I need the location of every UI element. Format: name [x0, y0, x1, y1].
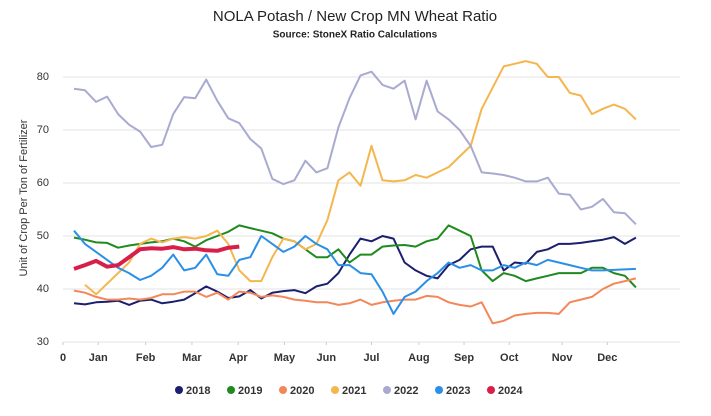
series-line	[84, 60, 637, 296]
legend-label: 2019	[238, 385, 262, 397]
legend-label: 2021	[342, 385, 366, 397]
y-tick-label: 80	[37, 71, 49, 83]
legend-label: 2020	[290, 385, 314, 397]
legend-label: 2023	[446, 385, 470, 397]
y-tick-label: 40	[37, 283, 49, 295]
y-tick-label: 30	[37, 336, 49, 348]
x-tick-label: May	[274, 352, 296, 364]
series-line	[73, 70, 637, 226]
legend-label: 2018	[186, 385, 210, 397]
series-line	[73, 235, 637, 306]
chart-subtitle: Source: StoneX Ratio Calculations	[273, 30, 438, 41]
legend-label: 2024	[498, 385, 523, 397]
x-tick-label: Apr	[229, 352, 249, 364]
legend-marker	[383, 386, 391, 394]
legend-marker	[487, 386, 495, 394]
y-tick-label: 50	[37, 230, 49, 242]
x-tick-label: Mar	[182, 352, 202, 364]
x-tick-label: Jul	[364, 352, 380, 364]
series-line	[73, 277, 637, 325]
legend-marker	[175, 386, 183, 394]
x-tick-label: Jan	[89, 352, 108, 364]
legend-marker	[435, 386, 443, 394]
y-tick-label: 60	[37, 177, 49, 189]
chart-title: NOLA Potash / New Crop MN Wheat Ratio	[213, 8, 497, 25]
x-tick-label: Aug	[408, 352, 429, 364]
y-tick-label: 70	[37, 124, 49, 136]
x-tick-label: 0	[60, 352, 66, 364]
x-tick-label: Feb	[136, 352, 156, 364]
y-axis-label: Unit of Crop Per Ton of Fertilizer	[18, 119, 30, 276]
x-tick-label: Jun	[317, 352, 337, 364]
x-tick-label: Oct	[500, 352, 519, 364]
x-tick-label: Dec	[597, 352, 617, 364]
series-line	[73, 244, 240, 271]
x-tick-label: Sep	[454, 352, 474, 364]
legend-marker	[227, 386, 235, 394]
legend-marker	[279, 386, 287, 394]
legend-marker	[331, 386, 339, 394]
series-line	[73, 230, 636, 315]
legend-label: 2022	[394, 385, 418, 397]
x-tick-label: Nov	[552, 352, 574, 364]
